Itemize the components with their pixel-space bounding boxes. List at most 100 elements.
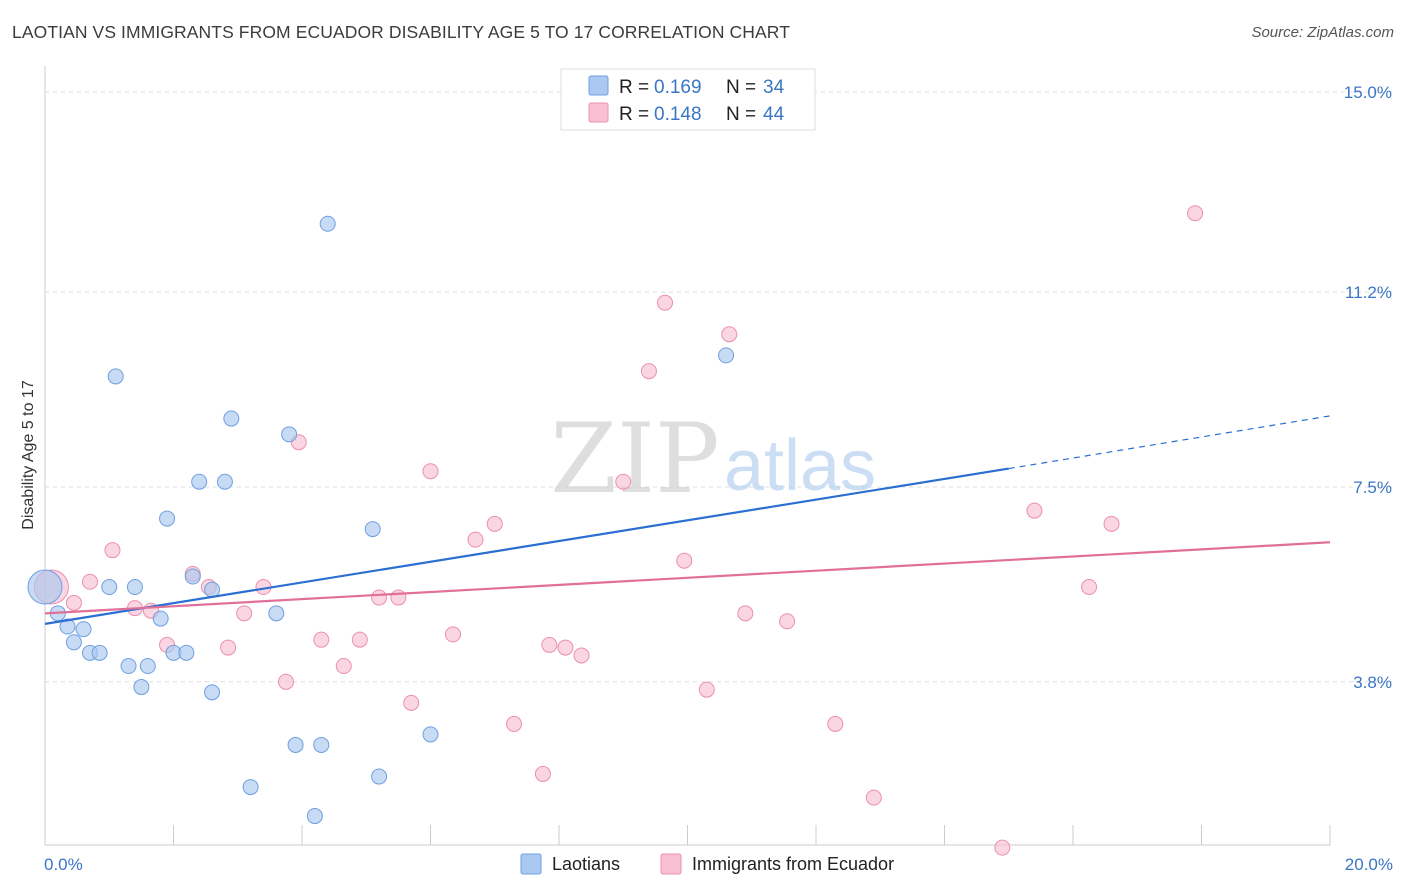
trend-lines: [44, 415, 1331, 625]
ecuador-point: [81, 573, 98, 590]
ecuador-point: [371, 589, 388, 606]
ecuador-point: [1026, 502, 1043, 519]
ecuador-point: [615, 473, 632, 490]
laotian-point: [139, 657, 156, 674]
y-tick-label: 3.8%: [1353, 673, 1392, 692]
legend-r-label-2: R =: [619, 104, 649, 125]
ecuador-point: [403, 694, 420, 711]
legend-r-value-2: 0.148: [654, 104, 702, 125]
bottom-legend-swatch-laotian: [520, 853, 542, 875]
laotian-point: [65, 634, 82, 651]
correlation-legend: R = 0.169 N = 34 R = 0.148 N = 44: [560, 68, 816, 131]
ecuador-point: [1187, 205, 1204, 222]
laotian-point: [126, 579, 143, 596]
laotian-point: [422, 726, 439, 743]
ecuador-point: [104, 542, 121, 559]
ecuador-point: [573, 647, 590, 664]
ecuador-point: [444, 626, 461, 643]
ecuador-point: [220, 639, 237, 656]
ecuador-point: [277, 673, 294, 690]
laotian-point: [242, 779, 259, 796]
laotian-point: [101, 579, 118, 596]
legend-swatch-laotian: [588, 75, 609, 96]
y-axis-title: Disability Age 5 to 17: [20, 380, 37, 530]
laotian-point: [91, 644, 108, 661]
ecuador-points: [33, 205, 1204, 856]
ecuador-point: [827, 715, 844, 732]
ecuador-point: [994, 839, 1011, 856]
laotian-point: [371, 768, 388, 785]
ecuador-point: [737, 605, 754, 622]
legend-swatch-ecuador: [588, 102, 609, 123]
axes: [44, 66, 1331, 846]
laotian-point: [281, 426, 298, 443]
y-tick-label: 7.5%: [1353, 478, 1392, 497]
ecuador-point: [721, 326, 738, 343]
laotian-point: [107, 368, 124, 385]
x-tick-labels: 0.0% 20.0%: [44, 855, 1393, 874]
ecuador-point: [865, 789, 882, 806]
laotian-trend-extension: [1008, 415, 1331, 470]
series-legend: Laotians Immigrants from Ecuador: [520, 853, 894, 875]
laotian-point: [159, 510, 176, 527]
laotian-trend-line: [44, 467, 1009, 625]
legend-n-value-2: 44: [763, 104, 785, 125]
laotian-point: [59, 618, 76, 635]
laotian-point: [216, 473, 233, 490]
x-tick-label: 0.0%: [44, 855, 83, 874]
ecuador-point: [335, 657, 352, 674]
laotian-point: [178, 644, 195, 661]
laotian-point: [204, 581, 221, 598]
chart-title: LAOTIAN VS IMMIGRANTS FROM ECUADOR DISAB…: [12, 22, 790, 42]
laotian-point: [268, 605, 285, 622]
legend-n-label-1: N =: [726, 77, 756, 98]
ecuador-point: [236, 605, 253, 622]
laotian-point: [313, 736, 330, 753]
ecuador-point: [467, 531, 484, 548]
ecuador-point: [557, 639, 574, 656]
laotian-point: [223, 410, 240, 427]
laotian-point: [319, 215, 336, 232]
y-tick-label: 11.2%: [1345, 283, 1392, 302]
legend-n-label-2: N =: [726, 104, 756, 125]
laotian-point: [204, 684, 221, 701]
ecuador-point: [390, 589, 407, 606]
ecuador-point: [1081, 579, 1098, 596]
laotian-point: [27, 569, 63, 605]
bottom-legend-swatch-ecuador: [660, 853, 682, 875]
ecuador-point: [422, 463, 439, 480]
laotian-point: [191, 473, 208, 490]
bottom-legend-label-laotian: Laotians: [552, 854, 620, 874]
legend-r-value-1: 0.169: [654, 77, 702, 98]
legend-r-label-1: R =: [619, 77, 649, 98]
laotian-points: [27, 215, 735, 825]
ecuador-point: [698, 681, 715, 698]
laotian-point: [184, 568, 201, 585]
ecuador-point: [506, 715, 523, 732]
ecuador-trend-line: [44, 541, 1331, 615]
ecuador-point: [1103, 515, 1120, 532]
ecuador-point: [640, 363, 657, 380]
grid-lines: [45, 91, 1392, 683]
watermark-atlas: atlas: [724, 426, 876, 506]
ecuador-point: [657, 294, 674, 311]
bottom-legend-label-ecuador: Immigrants from Ecuador: [692, 854, 894, 874]
watermark-zip: ZIP: [550, 403, 719, 515]
ecuador-point: [541, 636, 558, 653]
legend-n-value-1: 34: [763, 77, 785, 98]
ecuador-point: [351, 631, 368, 648]
laotian-point: [120, 657, 137, 674]
laotian-point: [287, 736, 304, 753]
laotian-point: [75, 621, 92, 638]
ecuador-point: [779, 613, 796, 630]
laotian-point: [133, 679, 150, 696]
source-note: Source: ZipAtlas.com: [1251, 24, 1394, 41]
laotian-point: [364, 521, 381, 538]
laotian-point: [152, 610, 169, 627]
x-tick-label: 20.0%: [1345, 855, 1393, 874]
ecuador-point: [486, 515, 503, 532]
watermark: ZIP atlas: [550, 403, 876, 515]
laotian-point: [306, 808, 323, 825]
ecuador-point: [534, 765, 551, 782]
